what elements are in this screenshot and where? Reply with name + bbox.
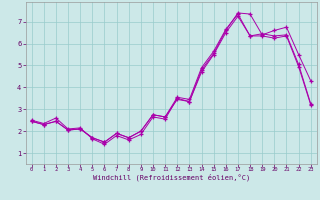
X-axis label: Windchill (Refroidissement éolien,°C): Windchill (Refroidissement éolien,°C): [92, 174, 250, 181]
